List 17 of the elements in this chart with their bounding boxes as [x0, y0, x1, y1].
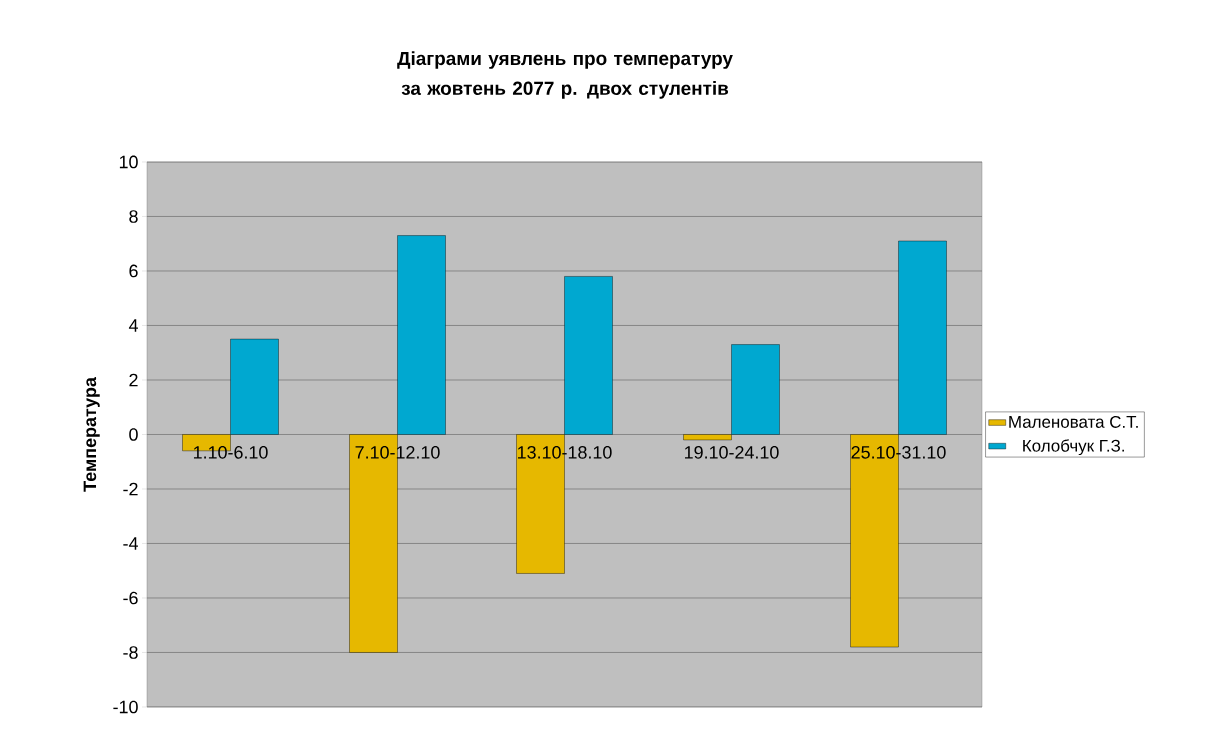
- y-tick-label: -4: [123, 537, 138, 550]
- y-tick-label: 8: [129, 210, 138, 223]
- y-tick-label: -10: [113, 700, 138, 714]
- y-tick-label: 2: [129, 373, 138, 387]
- y-tick-label: 10: [119, 155, 138, 169]
- legend-label: Маленовата С.Т.: [1009, 415, 1138, 428]
- y-tick-label: -8: [123, 646, 138, 659]
- y-tick-label: 0: [129, 428, 138, 441]
- y-tick-label: 4: [128, 319, 138, 332]
- chart-title: Діаграми уявлень про температуру за жовтень 2077 р. двох стулентів: [397, 51, 733, 99]
- y-axis-title: Температура: [83, 377, 100, 492]
- y-tick-label: 6: [129, 264, 138, 278]
- x-tick-label: 1.10-6.10: [193, 445, 268, 459]
- legend-label: Колобчук Г.З.: [1023, 439, 1124, 456]
- y-tick-label: -2: [123, 482, 138, 496]
- y-tick-label: -6: [123, 591, 138, 605]
- x-tick-label: 19.10-24.10: [685, 445, 779, 459]
